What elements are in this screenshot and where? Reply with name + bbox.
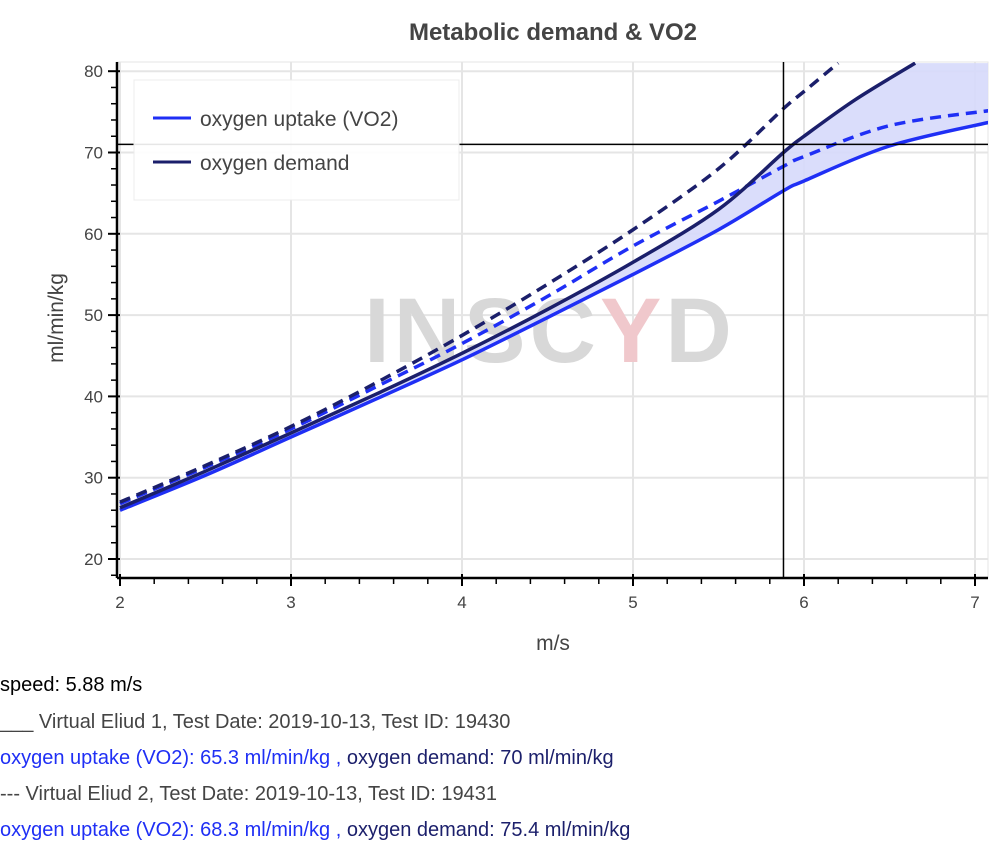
inscyd-watermark: INSCYD [364,280,736,382]
chart-title: Metabolic demand & VO2 [409,19,697,46]
y-tick-label: 60 [84,225,103,244]
y-tick-label: 50 [84,306,103,325]
x-tick-label: 7 [970,593,979,612]
series-line-vo2-test2 [119,109,988,506]
y-tick-label: 80 [84,62,103,81]
x-tick-label: 5 [628,593,637,612]
readout-test1-demand: oxygen demand: 70 ml/min/kg [341,747,614,769]
readout-test2-header: --- Virtual Eliud 2, Test Date: 2019-10-… [0,783,497,805]
readout-test1-values: oxygen uptake (VO2): 65.3 ml/min/kg , ox… [0,746,614,770]
readout-test2-values: oxygen uptake (VO2): 68.3 ml/min/kg , ox… [0,818,630,842]
x-tick-label: 6 [799,593,808,612]
legend[interactable]: oxygen uptake (VO2) oxygen demand [133,79,460,201]
y-tick-label: 20 [84,550,103,569]
series-line-demand-test1 [119,62,917,510]
readout-test2-vo2: oxygen uptake (VO2): 68.3 ml/min/kg , [0,819,342,841]
readout-test1-vo2: oxygen uptake (VO2): 65.3 ml/min/kg , [0,747,342,769]
x-tick-label: 3 [286,593,295,612]
legend-label-demand: oxygen demand [200,152,349,175]
y-tick-label: 30 [84,469,103,488]
y-tick-label: 70 [84,144,103,163]
metabolic-chart[interactable]: Metabolic demand & VO2 INSCYD 2 3 4 5 6 7 20 30… [0,0,1000,660]
readout-test2-demand: oxygen demand: 75.4 ml/min/kg [341,819,631,841]
y-axis-label: ml/min/kg [45,273,68,363]
series-line-vo2-test1 [119,120,988,512]
x-axis-label: m/s [536,632,570,655]
y-tick-label: 40 [84,387,103,406]
x-tick-label: 2 [115,593,124,612]
axes: 2 3 4 5 6 7 20 30 40 50 60 70 80 [84,62,988,612]
legend-label-vo2: oxygen uptake (VO2) [200,108,398,131]
readout-speed: speed: 5.88 m/s [0,674,143,696]
x-tick-label: 4 [457,593,466,612]
readout-test1-header: ___ Virtual Eliud 1, Test Date: 2019-10-… [0,711,511,733]
